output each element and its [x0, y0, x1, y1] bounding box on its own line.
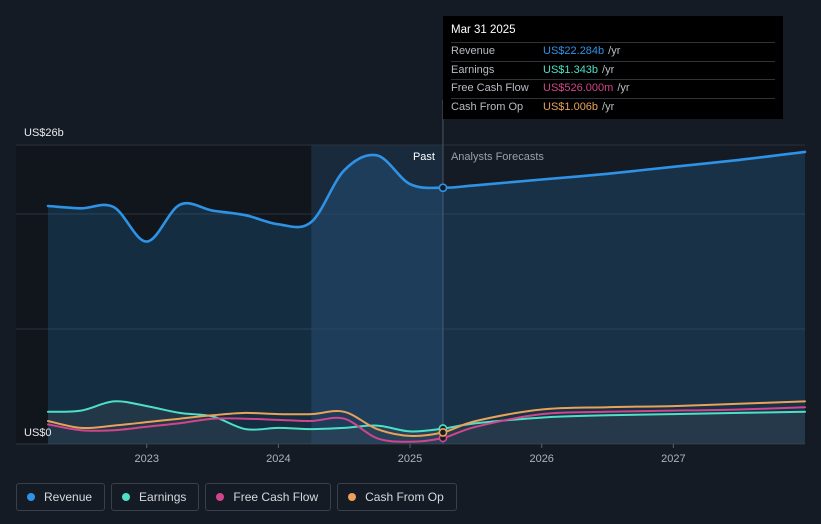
legend-label: Earnings	[139, 490, 187, 504]
tooltip: Mar 31 2025 Revenue US$22.284b /yr Earni…	[443, 16, 783, 119]
tooltip-unit: /yr	[602, 63, 615, 76]
cash-from-op-line	[47, 400, 806, 438]
x-tick-label: 2023	[134, 453, 158, 465]
x-tick-label: 2025	[398, 453, 422, 465]
revenue-dot-icon	[27, 493, 35, 501]
earnings-line	[47, 400, 806, 433]
y-label-top: US$26b	[24, 127, 64, 139]
cash-from-op-dot-icon	[348, 493, 357, 501]
free-cash-flow-dot-icon	[216, 493, 225, 501]
tooltip-unit: /yr	[617, 82, 630, 94]
past-highlight-band	[311, 145, 443, 444]
past-label: Past	[413, 151, 435, 163]
tooltip-date: Mar 31 2025	[451, 24, 516, 36]
legend-item-earnings[interactable]: Earnings	[111, 483, 200, 511]
tooltip-row-revenue: Revenue US$22.284b /yr	[451, 42, 775, 61]
revenue-line	[46, 150, 807, 243]
tooltip-row-cash-from-op: Cash From Op US$1.006b /yr	[451, 97, 775, 117]
revenue-area	[48, 151, 805, 444]
forecast-label: Analysts Forecasts	[451, 151, 544, 163]
tooltip-label: Free Cash Flow	[451, 82, 529, 94]
tooltip-label: Revenue	[451, 45, 496, 57]
financial-chart: Past Analysts Forecasts US$26b US$0 2023 2024…	[16, 100, 807, 465]
cash-from-op-marker	[438, 428, 448, 437]
legend-item-free-cash-flow[interactable]: Free Cash Flow	[205, 483, 332, 511]
legend-label: Cash From Op	[365, 490, 444, 504]
tooltip-value: US$22.284b	[543, 45, 605, 57]
past-background	[16, 145, 312, 444]
legend-label: Free Cash Flow	[233, 490, 319, 504]
legend: Revenue Earnings Free Cash Flow Cash Fro…	[16, 483, 457, 511]
x-tick-label: 2027	[661, 453, 685, 465]
tooltip-unit: /yr	[602, 100, 615, 113]
tooltip-row-earnings: Earnings US$1.343b /yr	[451, 60, 775, 80]
x-tick-label: 2026	[529, 453, 553, 465]
tooltip-value: US$1.006b	[543, 100, 599, 113]
earnings-area	[48, 401, 805, 444]
tooltip-value: US$526.000m	[543, 82, 614, 94]
revenue-marker	[438, 183, 448, 193]
tooltip-label: Earnings	[451, 63, 495, 76]
y-label-bottom: US$0	[24, 427, 52, 439]
free-cash-flow-line	[47, 406, 806, 443]
tooltip-unit: /yr	[608, 45, 621, 57]
tooltip-label: Cash From Op	[451, 100, 524, 113]
legend-item-revenue[interactable]: Revenue	[16, 483, 106, 511]
tooltip-row-free-cash-flow: Free Cash Flow US$526.000m /yr	[451, 79, 775, 98]
tooltip-value: US$1.343b	[543, 63, 599, 76]
legend-item-cash-from-op[interactable]: Cash From Op	[337, 483, 457, 511]
earnings-dot-icon	[122, 493, 131, 501]
legend-label: Revenue	[44, 490, 93, 504]
x-tick-label: 2024	[266, 453, 290, 465]
